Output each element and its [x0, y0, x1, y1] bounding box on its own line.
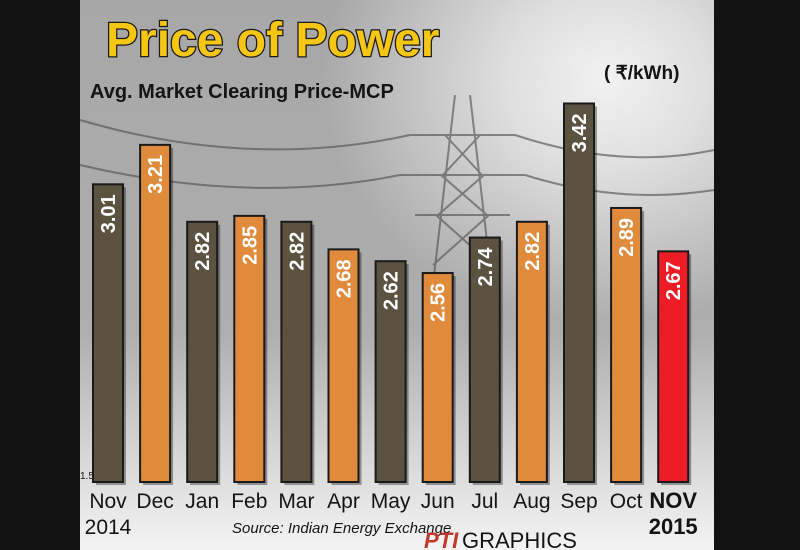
bar	[610, 206, 643, 483]
category-label: Oct	[610, 490, 643, 513]
bar	[186, 220, 219, 483]
category-label: Sep	[560, 490, 597, 513]
bar-group-sep-10: 3.42 Sep	[560, 102, 598, 513]
category-label: Aug	[513, 490, 550, 513]
bar-group-aug-9: 2.82 Aug	[513, 220, 551, 513]
year-label-first: 2014	[85, 516, 132, 539]
bar	[657, 250, 690, 483]
category-label: May	[371, 490, 411, 513]
bar-value-label: 3.21	[145, 155, 167, 194]
bar-value-label: 2.67	[663, 261, 685, 300]
bar-value-label: 2.74	[475, 247, 497, 287]
bar-value-label: 3.42	[569, 113, 591, 152]
bar	[280, 220, 313, 483]
bar	[139, 143, 172, 483]
bar-value-label: 2.56	[428, 283, 450, 322]
bar-value-label: 2.82	[192, 232, 214, 271]
category-label: Jan	[185, 490, 219, 513]
category-label: Dec	[136, 490, 173, 513]
chart-subtitle: Avg. Market Clearing Price-MCP	[90, 81, 394, 103]
axis-min-label: 1.5	[80, 471, 94, 482]
category-label: NOV	[649, 488, 697, 513]
bar-group-dec-1: 3.21 Dec	[136, 143, 174, 513]
category-label: Feb	[231, 490, 267, 513]
bar-group-jan-2: 2.82 Jan	[185, 220, 221, 513]
chart-layer: Price of Power Avg. Market Clearing Price…	[80, 13, 698, 550]
bar-value-label: 2.85	[239, 226, 261, 265]
bar	[468, 236, 501, 483]
bar-value-label: 2.82	[286, 232, 308, 271]
category-label: Jul	[471, 490, 498, 513]
category-label: Apr	[327, 490, 360, 513]
bar-value-label: 2.68	[334, 259, 356, 298]
bar-value-label: 2.82	[522, 232, 544, 271]
category-label: Mar	[278, 490, 314, 513]
bar-value-label: 2.89	[616, 218, 638, 257]
bar-group-may-6: 2.62 May	[371, 260, 411, 513]
bar-value-label: 3.01	[98, 194, 120, 233]
bar-group-mar-4: 2.82 Mar	[278, 220, 314, 513]
bar	[233, 214, 266, 483]
credit-brand: PTI	[424, 528, 459, 550]
category-label: Jun	[421, 490, 455, 513]
source-note: Source: Indian Energy Exchange	[232, 520, 451, 537]
unit-label: ( ₹/kWh)	[604, 63, 679, 84]
bar	[374, 260, 407, 484]
credit-label: GRAPHICS	[462, 528, 577, 550]
bar-group-jun-7: 2.56 Jun	[421, 272, 456, 513]
category-label: Nov	[89, 490, 127, 513]
bar-group-nov-0: 3.01 Nov	[89, 183, 127, 513]
year-label-last: 2015	[649, 514, 698, 539]
bar-value-label: 2.62	[381, 271, 403, 310]
bar-group-feb-3: 2.85 Feb	[231, 214, 267, 513]
bar-group-jul-8: 2.74 Jul	[468, 236, 503, 513]
bar-group-nov-12: 2.67 NOV	[649, 250, 697, 513]
chart-title: Price of Power	[106, 14, 439, 67]
bar-group-oct-11: 2.89 Oct	[610, 206, 645, 513]
bar	[327, 248, 360, 483]
bar-group-apr-5: 2.68 Apr	[327, 248, 362, 513]
bar	[421, 272, 454, 483]
bar	[563, 102, 595, 483]
bar	[515, 220, 548, 483]
bar	[92, 183, 124, 483]
